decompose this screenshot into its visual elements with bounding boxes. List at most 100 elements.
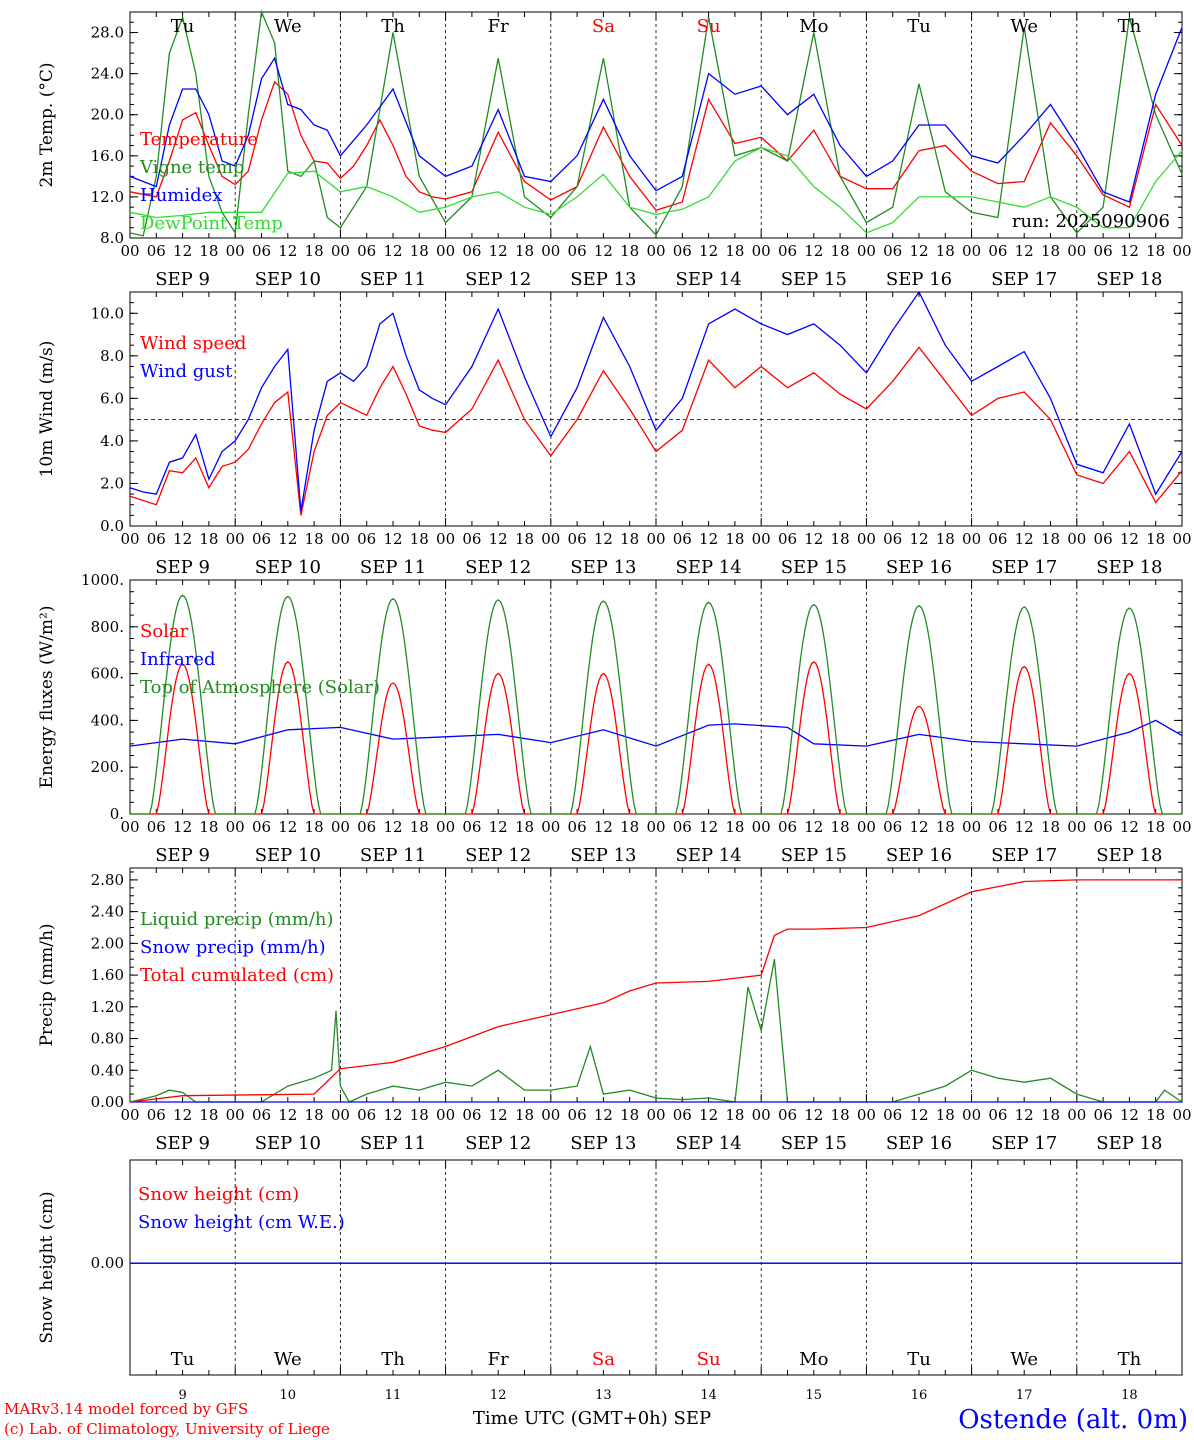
- hour-tick-label: 00: [436, 818, 455, 836]
- day-of-week-label: We: [274, 1349, 302, 1370]
- hour-tick-label: 12: [699, 1106, 718, 1124]
- hour-tick-label: 06: [883, 242, 902, 260]
- hour-tick-label: 00: [541, 530, 560, 548]
- date-label: SEP 15: [781, 269, 847, 290]
- hour-tick-label: 18: [936, 818, 955, 836]
- panel-temperature: 8.0 12.0 16.0 20.0 24.0 28.0 2m Temp. (°C) Temp…: [37, 9, 1192, 290]
- hour-tick-label: 06: [252, 818, 271, 836]
- series-wind-speed: [129, 346, 1183, 516]
- footer-credit: (c) Lab. of Climatology, University of L…: [4, 1420, 330, 1438]
- y-tick-label: 600.: [91, 665, 124, 683]
- hour-tick-label: 18: [725, 1106, 744, 1124]
- date-label: SEP 9: [155, 845, 210, 866]
- hour-tick-label: 00: [962, 530, 981, 548]
- hour-tick-label: 18: [410, 818, 429, 836]
- hour-tick-label: 18: [1041, 242, 1060, 260]
- day-number-label: 15: [806, 1388, 823, 1403]
- hour-tick-label: 00: [1067, 242, 1086, 260]
- hour-tick-label: 18: [1146, 1106, 1165, 1124]
- hour-tick-label: 12: [489, 242, 508, 260]
- hour-tick-label: 06: [147, 530, 166, 548]
- legend-entry: Wind gust: [140, 361, 233, 382]
- day-number-label: 12: [490, 1388, 507, 1403]
- hour-tick-label: 18: [515, 818, 534, 836]
- hour-tick-label: 00: [857, 530, 876, 548]
- hour-tick-label: 00: [120, 1106, 139, 1124]
- y-tick-label: 2.00: [91, 934, 124, 952]
- hour-tick-label: 18: [410, 242, 429, 260]
- hour-tick-label: 12: [278, 530, 297, 548]
- hour-tick-label: 06: [568, 530, 587, 548]
- day-of-week-label: Th: [381, 1349, 405, 1370]
- hour-tick-label: 00: [1067, 818, 1086, 836]
- day-of-week-label: We: [1010, 16, 1038, 37]
- series-total-cumulated-cm-: [129, 879, 1182, 1103]
- y-tick-label: 2.0: [100, 474, 124, 492]
- hour-tick-label: 12: [909, 530, 928, 548]
- day-of-week-label: Mo: [799, 16, 828, 37]
- hour-tick-label: 18: [620, 530, 639, 548]
- hour-tick-label: 18: [305, 1106, 324, 1124]
- day-of-week-label: Th: [1118, 16, 1142, 37]
- hour-tick-label: 18: [831, 1106, 850, 1124]
- hour-tick-label: 06: [1094, 242, 1113, 260]
- hour-tick-label: 12: [594, 530, 613, 548]
- date-label: SEP 12: [465, 1133, 531, 1154]
- date-label: SEP 9: [155, 269, 210, 290]
- hour-tick-label: 06: [357, 242, 376, 260]
- y-axis-label: 10m Wind (m/s): [37, 341, 57, 478]
- hour-tick-label: 12: [594, 818, 613, 836]
- hour-tick-label: 06: [1094, 1106, 1113, 1124]
- day-of-week-label: Th: [381, 16, 405, 37]
- hour-tick-label: 00: [436, 1106, 455, 1124]
- hour-tick-label: 18: [620, 818, 639, 836]
- hour-tick-label: 00: [752, 530, 771, 548]
- hour-tick-label: 06: [357, 1106, 376, 1124]
- date-label: SEP 10: [255, 269, 321, 290]
- hour-tick-label: 00: [646, 1106, 665, 1124]
- y-tick-label: 12.0: [91, 188, 124, 206]
- y-tick-label: 10.0: [91, 304, 124, 322]
- hour-tick-label: 18: [1146, 818, 1165, 836]
- day-number-label: 10: [280, 1388, 297, 1403]
- hour-tick-label: 00: [436, 242, 455, 260]
- series-liquid-precip-mm-h-: [129, 959, 1183, 1103]
- legend-entry: Liquid precip (mm/h): [140, 909, 334, 930]
- day-number-label: 11: [385, 1388, 402, 1403]
- hour-tick-label: 12: [909, 818, 928, 836]
- hour-tick-label: 06: [147, 818, 166, 836]
- date-label: SEP 16: [886, 845, 952, 866]
- date-label: SEP 16: [886, 557, 952, 578]
- y-tick-label: 4.0: [100, 432, 124, 450]
- hour-tick-label: 12: [804, 242, 823, 260]
- hour-tick-label: 06: [778, 1106, 797, 1124]
- location-title: Ostende (alt. 0m): [958, 1405, 1188, 1435]
- day-of-week-label: Sa: [592, 16, 615, 37]
- hour-tick-label: 06: [462, 818, 481, 836]
- date-label: SEP 16: [886, 1133, 952, 1154]
- hour-tick-label: 00: [1172, 530, 1191, 548]
- hour-tick-label: 12: [489, 1106, 508, 1124]
- y-tick-label: 2.40: [91, 903, 124, 921]
- hour-tick-label: 12: [1015, 1106, 1034, 1124]
- hour-tick-label: 00: [436, 530, 455, 548]
- date-label: SEP 14: [675, 1133, 741, 1154]
- date-label: SEP 14: [675, 269, 741, 290]
- hour-tick-label: 18: [199, 530, 218, 548]
- hour-tick-label: 12: [1120, 530, 1139, 548]
- hour-tick-label: 06: [778, 818, 797, 836]
- y-tick-label: 0.00: [91, 1093, 124, 1111]
- y-tick-label: 28.0: [91, 24, 124, 42]
- series-temperature: [129, 80, 1183, 212]
- hour-tick-label: 18: [831, 530, 850, 548]
- panel-snow: 0.00 Snow height (cm) Snow height (cm) Snow…: [37, 1159, 1183, 1376]
- panel-energy: 0. 200. 400. 600. 800. 1000. Energy fluxes (W/…: [37, 571, 1192, 866]
- hour-tick-label: 06: [462, 530, 481, 548]
- hour-tick-label: 18: [305, 818, 324, 836]
- date-label: SEP 15: [781, 1133, 847, 1154]
- hour-tick-label: 18: [305, 530, 324, 548]
- legend-entry: Total cumulated (cm): [140, 965, 334, 986]
- y-tick-label: 800.: [91, 618, 124, 636]
- date-label: SEP 15: [781, 845, 847, 866]
